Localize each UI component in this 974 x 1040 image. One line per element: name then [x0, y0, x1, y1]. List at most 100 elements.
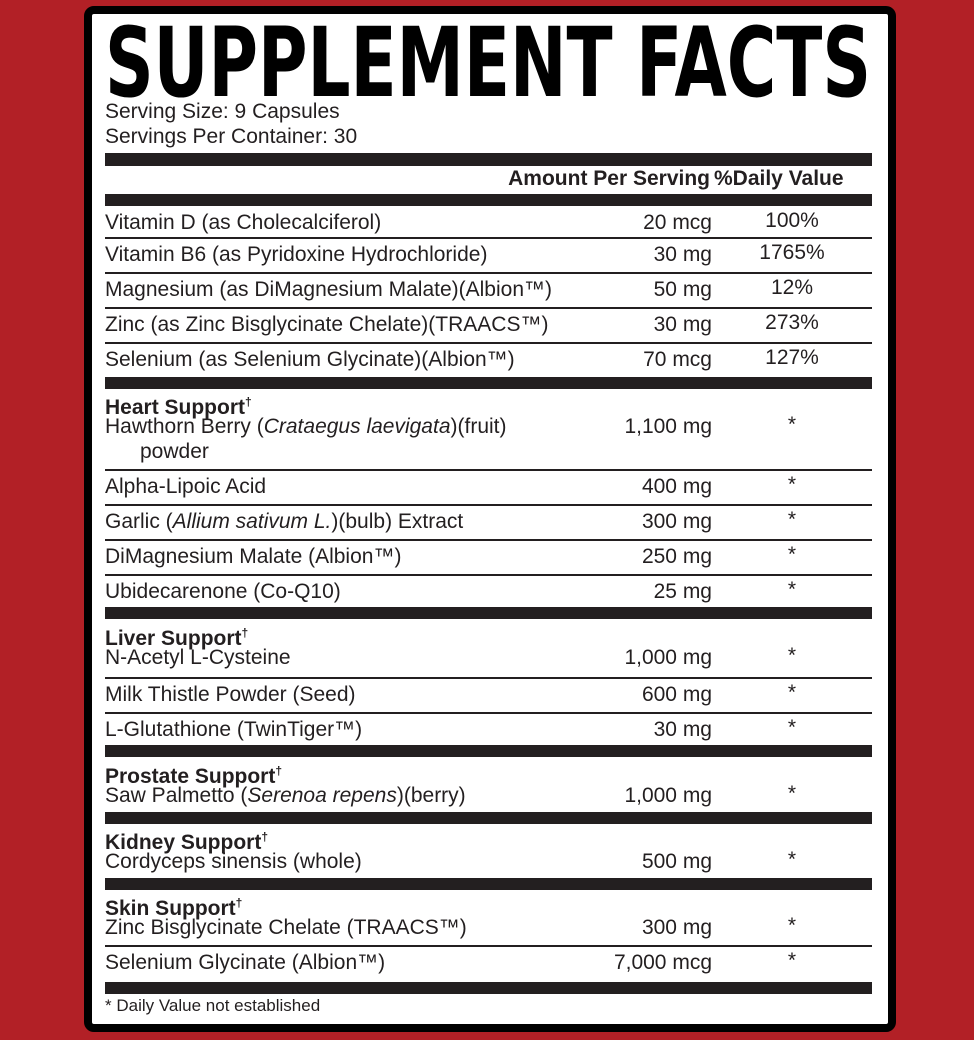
ingredient-name-part: Crataegus laevigata — [263, 415, 451, 438]
amount-per-serving: 20 mcg — [643, 211, 712, 234]
ingredient-name: Hawthorn Berry (Crataegus laevigata)(fru… — [105, 414, 507, 439]
dagger-mark: † — [235, 896, 243, 910]
row-divider — [105, 469, 872, 471]
amount-per-serving: 30 mg — [653, 313, 712, 336]
row-divider — [105, 945, 872, 947]
divider-bar — [105, 377, 872, 389]
daily-value: * — [787, 543, 797, 566]
supplement-facts-panel — [84, 6, 896, 1032]
ingredient-name-part: )(berry) — [396, 784, 466, 807]
amount-per-serving: 600 mg — [641, 683, 712, 706]
ingredient-name-part: )(bulb) Extract — [331, 510, 464, 533]
row-divider — [105, 307, 872, 309]
amount-per-serving: 1,000 mg — [624, 784, 712, 807]
ingredient-name-part: )(fruit) — [450, 415, 507, 438]
amount-per-serving: 50 mg — [653, 278, 712, 301]
daily-value: * — [787, 681, 797, 704]
section-heading-text: Liver Support — [105, 627, 242, 650]
ingredient-name-part: Garlic ( — [105, 510, 173, 533]
section-heading: Kidney Support† — [105, 825, 268, 855]
ingredient-name-part: Magnesium (as DiMagnesium Malate)(Albion… — [105, 278, 552, 301]
row-divider — [105, 272, 872, 274]
daily-value: * — [787, 508, 797, 531]
amount-header: Amount Per Serving — [508, 167, 710, 190]
daily-value: * — [787, 413, 797, 436]
divider-bar — [105, 878, 872, 890]
ingredient-name-part: L-Glutathione (TwinTiger™) — [105, 718, 363, 741]
row-divider — [105, 504, 872, 506]
divider-bar — [105, 812, 872, 824]
ingredient-name-part: Milk Thistle Powder (Seed) — [105, 683, 356, 706]
section-heading-text: Kidney Support — [105, 831, 262, 854]
dagger-mark: † — [261, 830, 269, 844]
section-heading-text: Skin Support — [105, 897, 236, 920]
ingredient-name-part: Allium sativum L. — [172, 510, 332, 533]
row-divider — [105, 574, 872, 576]
daily-value: * — [787, 949, 797, 972]
amount-per-serving: 500 mg — [641, 850, 712, 873]
daily-value: * — [787, 782, 797, 805]
section-heading-text: Prostate Support — [105, 765, 276, 788]
ingredient-name: Zinc Bisglycinate Chelate (TRAACS™) — [105, 915, 467, 940]
row-divider — [105, 539, 872, 541]
row-divider — [105, 342, 872, 344]
ingredient-name: Vitamin D (as Cholecalciferol) — [105, 210, 381, 235]
daily-value: 127% — [765, 346, 819, 369]
ingredient-name: Vitamin B6 (as Pyridoxine Hydrochloride) — [105, 242, 487, 267]
divider-bar — [105, 982, 872, 994]
divider-bar — [105, 194, 872, 206]
ingredient-name: Milk Thistle Powder (Seed) — [105, 682, 356, 707]
ingredient-name: Zinc (as Zinc Bisglycinate Chelate)(TRAA… — [105, 312, 548, 337]
ingredient-name: Cordyceps sinensis (whole) — [105, 849, 362, 874]
daily-value: * — [787, 716, 797, 739]
daily-value: 100% — [765, 209, 819, 232]
ingredient-name-continued: powder — [140, 440, 209, 463]
ingredient-name-part: DiMagnesium Malate (Albion™) — [105, 545, 402, 568]
amount-per-serving: 250 mg — [641, 545, 712, 568]
ingredient-name: Garlic (Allium sativum L.)(bulb) Extract — [105, 509, 463, 534]
ingredient-name: N-Acetyl L-Cysteine — [105, 645, 291, 670]
ingredient-name-part: Saw Palmetto ( — [105, 784, 248, 807]
daily-value: * — [787, 473, 797, 496]
ingredient-name-part: N-Acetyl L-Cysteine — [105, 646, 291, 669]
ingredient-name-part: Hawthorn Berry ( — [105, 415, 264, 438]
section-heading: Prostate Support† — [105, 759, 282, 789]
ingredient-name-part: Ubidecarenone (Co-Q10) — [105, 580, 341, 603]
row-divider — [105, 237, 872, 239]
row-divider — [105, 712, 872, 714]
dagger-mark: † — [275, 764, 283, 778]
amount-per-serving: 300 mg — [641, 916, 712, 939]
amount-per-serving: 70 mcg — [643, 348, 712, 371]
ingredient-name-part: Alpha-Lipoic Acid — [105, 475, 267, 498]
amount-per-serving: 1,100 mg — [624, 415, 712, 438]
ingredient-name-part: Selenium (as Selenium Glycinate)(Albion™… — [105, 348, 515, 371]
divider-bar — [105, 153, 872, 166]
section-heading-text: Heart Support — [105, 396, 246, 419]
ingredient-name-part: Zinc (as Zinc Bisglycinate Chelate)(TRAA… — [105, 313, 549, 336]
serving-size: Serving Size: 9 Capsules — [105, 100, 340, 123]
section-heading: Liver Support† — [105, 621, 248, 651]
section-heading: Heart Support† — [105, 390, 252, 420]
amount-per-serving: 30 mg — [653, 718, 712, 741]
daily-value: * — [787, 578, 797, 601]
ingredient-name: Alpha-Lipoic Acid — [105, 474, 266, 499]
page-title: SUPPLEMENT FACTS — [105, 18, 871, 100]
daily-value: * — [787, 914, 797, 937]
ingredient-name-part: Cordyceps sinensis (whole) — [105, 850, 362, 873]
ingredient-name: L-Glutathione (TwinTiger™) — [105, 717, 362, 742]
amount-per-serving: 25 mg — [653, 580, 712, 603]
footnote: * Daily Value not established — [105, 996, 321, 1015]
ingredient-name-part: Vitamin B6 (as Pyridoxine Hydrochloride) — [105, 243, 488, 266]
divider-bar — [105, 607, 872, 619]
daily-value: * — [787, 848, 797, 871]
ingredient-name-part: Selenium Glycinate (Albion™) — [105, 951, 386, 974]
daily-value: 1765% — [759, 241, 825, 264]
ingredient-name: Magnesium (as DiMagnesium Malate)(Albion… — [105, 277, 552, 302]
ingredient-name-part: Vitamin D (as Cholecalciferol) — [105, 211, 382, 234]
amount-per-serving: 30 mg — [653, 243, 712, 266]
amount-per-serving: 400 mg — [641, 475, 712, 498]
amount-per-serving: 7,000 mcg — [613, 951, 712, 974]
ingredient-name-part: Zinc Bisglycinate Chelate (TRAACS™) — [105, 916, 467, 939]
amount-per-serving: 300 mg — [641, 510, 712, 533]
ingredient-name-part: Serenoa repens — [247, 784, 397, 807]
